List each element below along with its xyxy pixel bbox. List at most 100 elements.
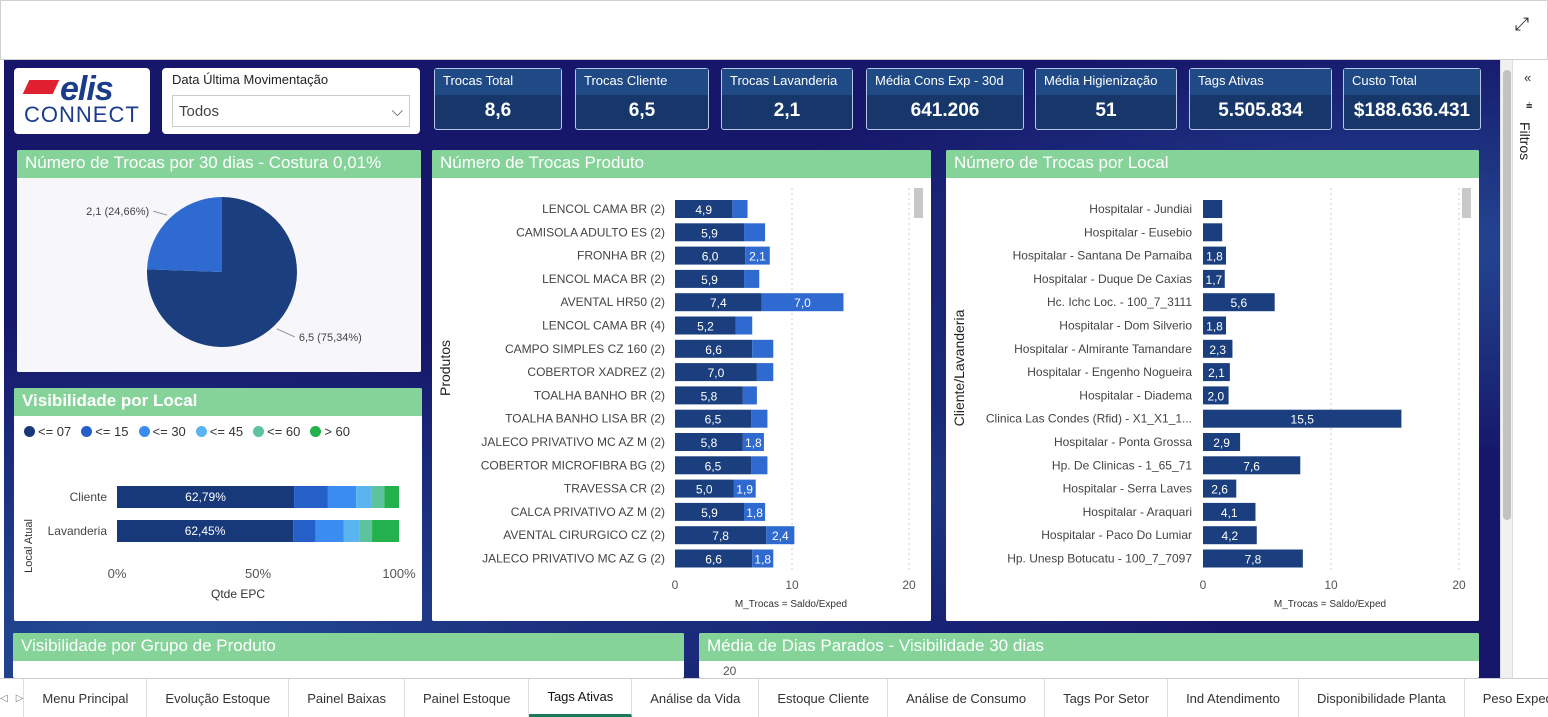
expand-icon[interactable]: ⤢: [1514, 14, 1530, 34]
data-label: 6,5: [705, 413, 722, 427]
bar: [675, 339, 753, 358]
bar-segment: [117, 486, 295, 508]
bar: [744, 223, 766, 242]
legend-item[interactable]: <= 60: [253, 424, 300, 439]
bar: [675, 433, 743, 451]
kpi-value: 6,5: [628, 100, 656, 121]
category-label: Hospitalar - Santana De Parnaiba: [1013, 249, 1193, 263]
legend-item[interactable]: <= 45: [195, 424, 243, 439]
tab-7[interactable]: Análise de Consumo: [888, 679, 1046, 717]
tab-4[interactable]: Tags Ativas: [529, 679, 633, 717]
produtos-visual[interactable]: Número de Trocas Produto Produtos LENCOL …: [432, 150, 931, 621]
tab-0[interactable]: Menu Principal: [24, 679, 148, 717]
tab-8[interactable]: Tags Por Setor: [1045, 679, 1169, 717]
tick-label: 20: [1452, 578, 1466, 592]
tick-label: 20: [902, 578, 916, 592]
local-visual[interactable]: Número de Trocas por Local Cliente/Lavan…: [946, 150, 1479, 621]
tab-1[interactable]: Evolução Estoque: [147, 679, 290, 717]
legend-dot: [24, 426, 35, 437]
bar: [1203, 223, 1223, 242]
category-label: TOALHA BANHO BR (2): [534, 388, 665, 402]
pie-leader: [276, 328, 296, 338]
scrollbar-thumb[interactable]: [1503, 70, 1511, 520]
filter-icon: ⩧: [1526, 100, 1533, 112]
visual-title: Visibilidade por Local: [14, 388, 422, 416]
page-scrollbar[interactable]: [1500, 60, 1512, 678]
visual-title: Média de Dias Parados - Visibilidade 30 …: [699, 633, 1479, 661]
stacked-bar-chart: Local Atual Cliente 62,79% Lavanderia 62,45%…: [23, 486, 416, 601]
grupo-produto-visual[interactable]: Visibilidade por Grupo de Produto: [13, 633, 684, 678]
kpi-label: Trocas Total: [435, 69, 561, 95]
category-label: AVENTAL HR50 (2): [561, 295, 665, 309]
legend-item[interactable]: > 60: [310, 424, 350, 439]
page-tabs: ◁ ▷ Menu Principal Evolução Estoque Painel…: [0, 678, 1548, 717]
kpi-media-cons-exp: Média Cons Exp - 30d 641.206: [866, 68, 1024, 130]
bar: [1203, 316, 1227, 335]
slicer-dropdown[interactable]: Todos ⌵: [172, 95, 410, 127]
tab-3[interactable]: Painel Estoque: [405, 679, 530, 717]
data-label: 1,8: [746, 506, 763, 520]
bar: [761, 293, 844, 312]
category-label: COBERTOR MICROFIBRA BG (2): [481, 458, 665, 472]
report-header-bar: ⤢: [0, 0, 1548, 60]
bar-segment: [315, 520, 344, 542]
category-label: LENCOL MACA BR (2): [542, 272, 665, 286]
kpi-value: 51: [1095, 100, 1117, 121]
bar: [1203, 269, 1225, 288]
bar: [1203, 549, 1303, 568]
legend-dot: [253, 426, 265, 437]
data-label: 2,4: [772, 529, 789, 543]
tab-5[interactable]: Análise da Vida: [632, 679, 760, 717]
bar: [675, 549, 753, 568]
dias-parados-visual[interactable]: Média de Dias Parados - Visibilidade 30 …: [699, 633, 1479, 678]
kpi-label: Custo Total: [1344, 69, 1480, 95]
tab-nav[interactable]: ◁ ▷: [0, 679, 25, 717]
kpi-value: 2,1: [773, 100, 801, 121]
tab-9[interactable]: Ind Atendimento: [1168, 679, 1300, 717]
visual-title: Número de Trocas Produto: [432, 150, 931, 178]
slicer-title: Data Última Movimentação: [172, 72, 329, 87]
local-bar-chart: Cliente/Lavanderia Hospitalar - Jundiai Ho…: [951, 188, 1471, 610]
visibilidade-local-visual[interactable]: Visibilidade por Local <= 07 <= 15 <= 30 <=…: [14, 388, 422, 621]
date-slicer: Data Última Movimentação Todos ⌵: [162, 68, 420, 134]
category-label: Cliente: [70, 490, 108, 504]
kpi-tags-ativas: Tags Ativas 5.505.834: [1189, 68, 1332, 130]
bar-segment: [343, 520, 360, 542]
chevron-down-icon: ⌵: [391, 102, 403, 120]
category-label: Hospitalar - Serra Laves: [1063, 482, 1192, 496]
bar: [1203, 200, 1223, 218]
bar: [675, 269, 745, 288]
axis-tick: 20: [723, 664, 737, 678]
bar: [675, 386, 743, 405]
kpi-label: Tags Ativas: [1190, 69, 1331, 95]
bar: [745, 246, 770, 265]
tick-label: 100%: [382, 566, 416, 581]
legend-item[interactable]: <= 15: [81, 424, 129, 439]
category-label: Hospitalar - Dom Silverio: [1059, 319, 1192, 333]
category-label: AVENTAL CIRURGICO CZ (2): [503, 528, 665, 542]
category-label: CAMISOLA ADULTO ES (2): [516, 225, 665, 239]
tab-6[interactable]: Estoque Cliente: [759, 679, 889, 717]
tab-2[interactable]: Painel Baixas: [289, 679, 405, 717]
x-axis-label: Qtde EPC: [211, 587, 265, 601]
visual-scrollbar-thumb: [914, 188, 923, 218]
category-label: TRAVESSA CR (2): [564, 482, 665, 496]
tab-11[interactable]: Peso Expedido: [1465, 679, 1548, 717]
collapse-icon[interactable]: «: [1524, 70, 1532, 85]
chevron-left-icon[interactable]: ◁: [0, 692, 8, 704]
x-axis-label: M_Trocas = Saldo/Exped: [1274, 599, 1386, 610]
data-label: 1,8: [754, 553, 771, 567]
tick-label: 10: [785, 578, 799, 592]
slicer-value: Todos: [179, 102, 220, 120]
legend-item[interactable]: <= 30: [138, 424, 186, 439]
category-label: Hospitalar - Ponta Grossa: [1054, 435, 1192, 449]
pie-chart: 6,5 (75,34%) 2,1 (24,66%): [86, 197, 362, 347]
bar: [675, 409, 752, 428]
filters-pane[interactable]: « ⩧ Filtros: [1512, 60, 1548, 678]
kpi-value: 641.206: [910, 100, 980, 121]
bar-segment: [356, 486, 372, 508]
legend-item[interactable]: <= 07: [24, 424, 71, 439]
pie-visual[interactable]: Número de Trocas por 30 dias - Costura 0…: [17, 150, 421, 372]
tab-10[interactable]: Disponibilidade Planta: [1299, 679, 1465, 717]
chevron-right-icon[interactable]: ▷: [15, 692, 24, 704]
